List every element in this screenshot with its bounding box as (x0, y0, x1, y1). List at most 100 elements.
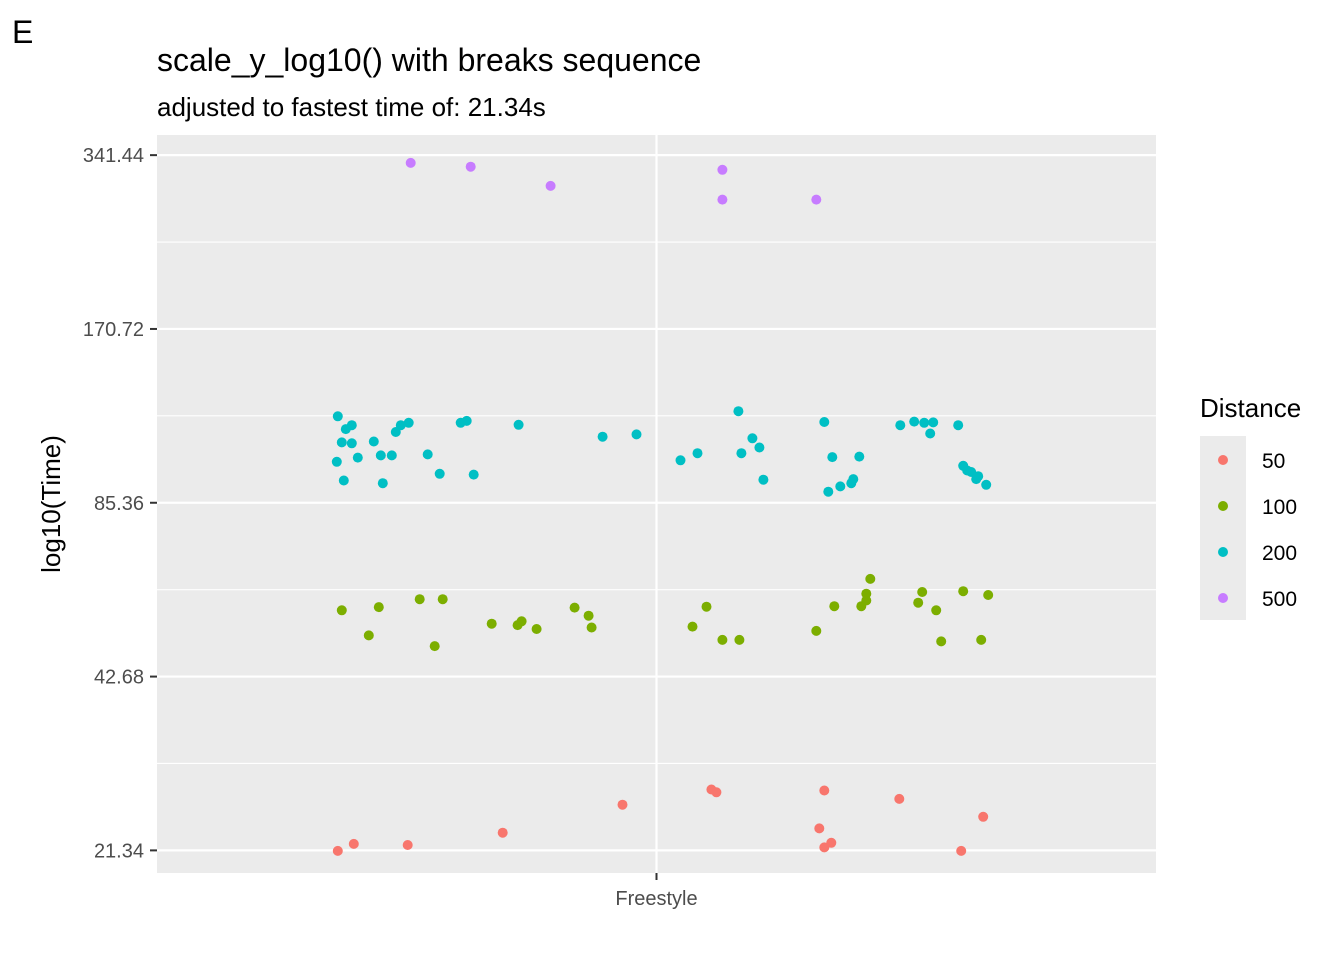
y-tick-label: 170.72 (83, 319, 144, 341)
data-point-100 (486, 618, 497, 629)
x-tick-label: Freestyle (615, 888, 697, 910)
x-axis: Freestyle (615, 873, 698, 910)
data-point-50 (332, 845, 343, 856)
y-axis: 21.34 42.68 85.36 170.72 341.44 (83, 145, 157, 862)
data-point-50 (711, 787, 722, 798)
data-point-200 (336, 437, 347, 448)
data-point-100 (865, 573, 876, 584)
data-point-50 (978, 811, 989, 822)
chart-title: scale_y_log10() with breaks sequence (157, 42, 702, 78)
data-point-500 (811, 194, 822, 205)
data-point-100 (976, 634, 987, 645)
data-point-200 (597, 431, 608, 442)
data-point-500 (717, 164, 728, 175)
data-point-100 (983, 590, 994, 600)
data-point-100 (687, 621, 698, 632)
data-point-200 (981, 479, 992, 490)
data-point-200 (827, 452, 838, 463)
data-point-200 (403, 417, 414, 428)
y-tick-label: 21.34 (94, 840, 144, 862)
data-point-200 (919, 417, 930, 428)
data-point-200 (375, 450, 386, 461)
data-point-100 (701, 601, 712, 612)
data-point-200 (953, 420, 964, 431)
data-point-200 (854, 451, 865, 462)
data-point-200 (925, 428, 936, 439)
data-point-100 (429, 641, 440, 652)
data-point-500 (465, 161, 476, 172)
data-point-200 (422, 449, 433, 460)
legend-label-50: 50 (1262, 450, 1285, 473)
data-point-200 (461, 415, 472, 426)
data-point-100 (336, 605, 347, 616)
data-point-200 (331, 456, 342, 467)
legend-label-100: 100 (1262, 496, 1297, 519)
data-point-200 (346, 420, 357, 431)
data-point-500 (717, 194, 728, 205)
data-point-200 (631, 429, 642, 440)
data-point-100 (583, 610, 594, 621)
y-tick-label: 341.44 (83, 145, 144, 167)
data-point-200 (733, 406, 744, 417)
data-point-200 (835, 481, 846, 492)
data-point-100 (958, 586, 969, 597)
data-point-200 (346, 438, 357, 449)
data-point-50 (956, 845, 967, 856)
data-point-100 (936, 636, 947, 647)
data-point-200 (352, 452, 363, 463)
data-point-200 (758, 474, 769, 485)
data-point-200 (368, 436, 379, 447)
data-point-200 (386, 450, 397, 461)
data-point-100 (414, 594, 425, 605)
data-point-200 (513, 419, 524, 430)
panel-tag: E (12, 14, 34, 50)
data-point-200 (338, 475, 349, 486)
legend-key-200 (1218, 547, 1228, 557)
data-point-100 (531, 624, 542, 634)
data-point-200 (434, 468, 445, 479)
data-point-100 (917, 587, 928, 597)
data-point-100 (363, 630, 374, 641)
data-point-100 (516, 616, 527, 627)
data-point-50 (826, 837, 837, 848)
data-point-200 (332, 411, 343, 422)
data-point-100 (586, 622, 597, 633)
data-point-200 (736, 448, 747, 459)
data-point-200 (909, 416, 920, 427)
data-point-500 (545, 180, 556, 191)
data-point-50 (617, 799, 628, 810)
y-tick-label: 85.36 (94, 493, 144, 515)
data-point-50 (819, 785, 830, 796)
data-point-200 (377, 478, 388, 489)
legend-label-500: 500 (1262, 588, 1297, 611)
data-point-100 (861, 595, 872, 606)
data-point-500 (405, 157, 416, 168)
data-point-200 (819, 417, 830, 427)
data-point-200 (823, 486, 834, 497)
data-point-200 (395, 420, 406, 431)
data-point-50 (814, 823, 825, 834)
data-point-100 (717, 634, 728, 645)
data-point-200 (747, 433, 758, 444)
legend-key-background (1200, 436, 1246, 620)
y-axis-title: log10(Time) (36, 435, 66, 573)
data-point-200 (848, 474, 859, 485)
data-point-200 (973, 471, 984, 482)
data-point-200 (754, 442, 765, 453)
chart-subtitle: adjusted to fastest time of: 21.34s (157, 92, 546, 122)
legend-title: Distance (1200, 393, 1301, 423)
data-points (331, 157, 994, 856)
data-point-50 (402, 840, 413, 850)
data-point-200 (692, 448, 703, 459)
data-point-100 (811, 625, 822, 636)
legend: Distance 50 100 200 500 (1200, 393, 1301, 620)
data-point-50 (894, 793, 905, 804)
legend-key-100 (1218, 501, 1228, 511)
data-point-100 (734, 634, 745, 645)
data-point-50 (497, 827, 508, 838)
data-point-100 (373, 602, 384, 613)
data-point-100 (569, 602, 580, 613)
legend-label-200: 200 (1262, 542, 1297, 565)
data-point-200 (895, 420, 906, 431)
